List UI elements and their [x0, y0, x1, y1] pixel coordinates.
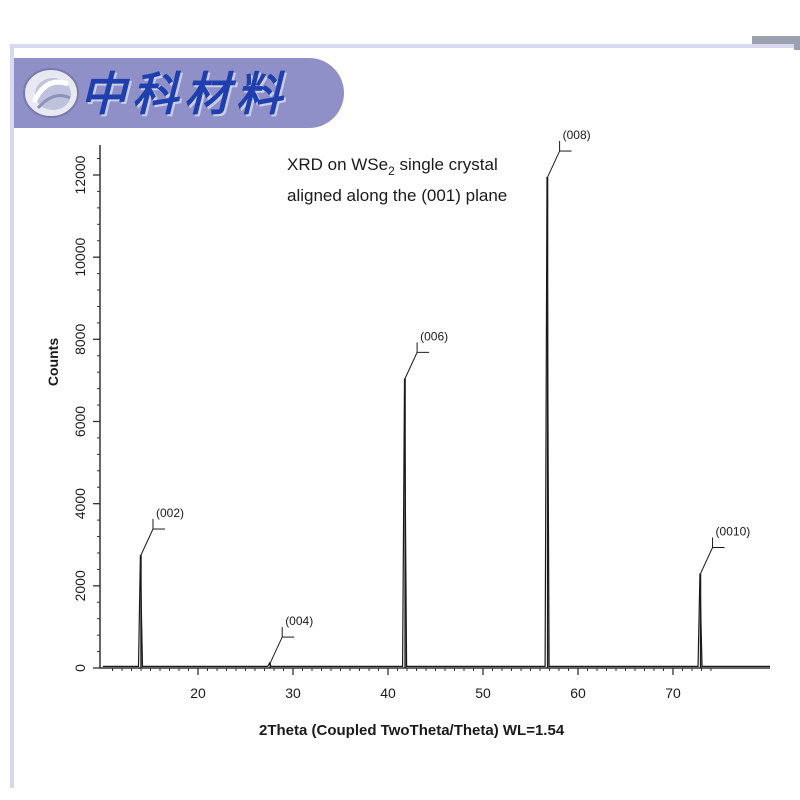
xrd-pattern-line — [103, 177, 770, 667]
peak-leader — [269, 636, 283, 664]
chart-title-subscript: 2 — [388, 164, 395, 178]
peak-leader — [700, 547, 714, 574]
x-tick-label: 60 — [570, 685, 586, 701]
x-tick-label: 30 — [285, 685, 301, 701]
chart-title-text: XRD on WSe — [287, 155, 388, 174]
y-tick-label: 10000 — [72, 237, 88, 276]
peak-leader — [547, 150, 561, 178]
y-tick-label: 0 — [72, 664, 88, 672]
shell-logo-icon — [20, 64, 82, 122]
chart-title-line-1: XRD on WSe2 single crystal — [287, 155, 498, 178]
peak-label: (004) — [285, 614, 313, 628]
x-tick-label: 40 — [380, 685, 396, 701]
y-axis-label: Counts — [45, 338, 61, 386]
x-axis-label: 2Theta (Coupled TwoTheta/Theta) WL=1.54 — [259, 722, 565, 739]
peak-label: (008) — [563, 128, 591, 142]
peak-leader — [404, 352, 418, 379]
banner-title: 中科材料 — [80, 67, 288, 121]
peak-leader — [140, 528, 154, 556]
chart-title-text: single crystal — [395, 155, 498, 174]
y-tick-label: 2000 — [72, 570, 88, 601]
peak-label: (002) — [156, 506, 184, 520]
y-tick-label: 12000 — [72, 155, 88, 194]
y-tick-label: 8000 — [72, 324, 88, 355]
x-tick-label: 20 — [190, 685, 206, 701]
peak-label: (0010) — [716, 525, 751, 539]
x-tick-label: 70 — [665, 685, 681, 701]
y-tick-label: 6000 — [72, 406, 88, 437]
chart-title-line-2: aligned along the (001) plane — [287, 186, 507, 205]
x-tick-label: 50 — [475, 685, 491, 701]
y-tick-label: 4000 — [72, 488, 88, 519]
top-strip — [0, 0, 800, 44]
peak-label: (006) — [420, 329, 448, 343]
chart-axes — [99, 145, 770, 669]
